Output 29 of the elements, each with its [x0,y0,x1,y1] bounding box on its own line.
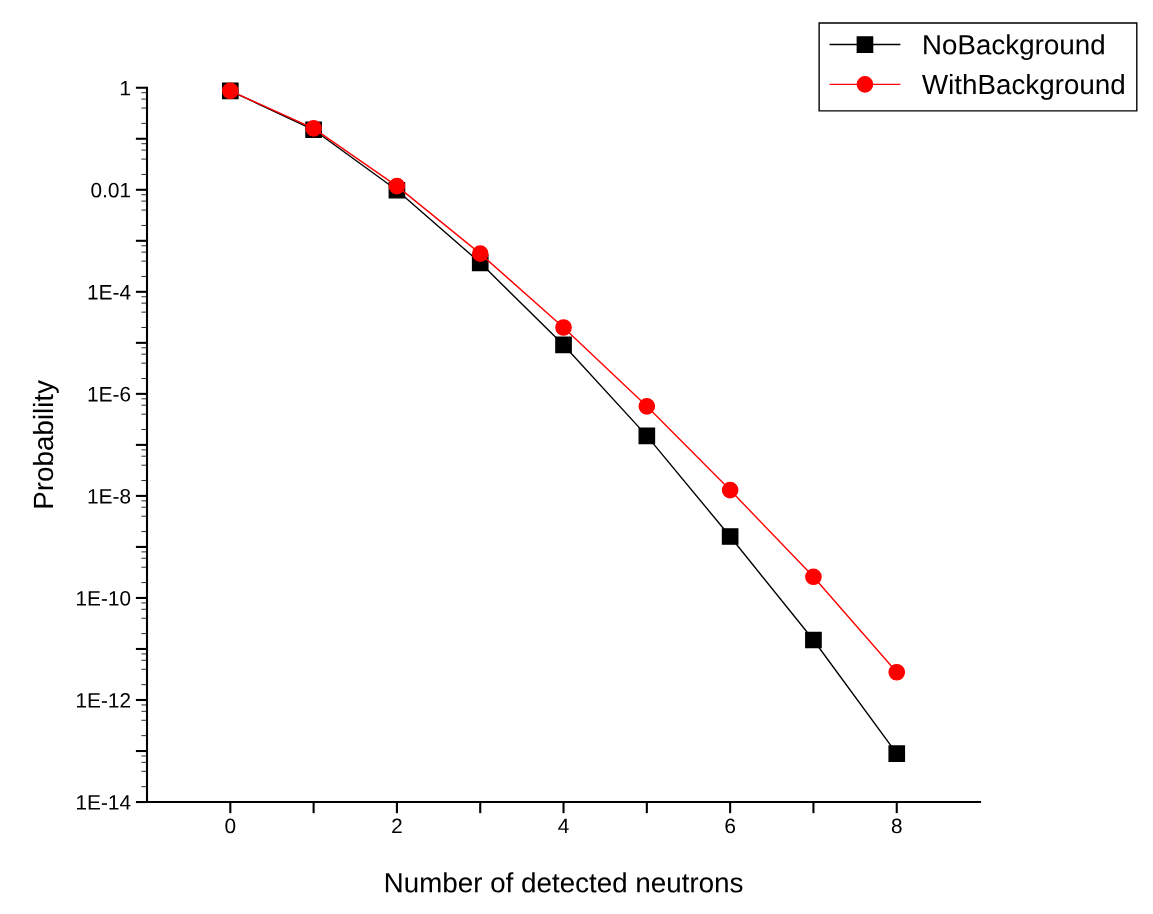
x-tick-label: 0 [225,818,236,834]
point [721,481,739,499]
point [638,397,656,415]
point [888,745,906,762]
point [471,245,489,262]
y-tick-label: 1E-8 [88,488,131,504]
point [888,663,906,681]
x-axis-title: Number of detected neutrons [385,872,743,893]
point [638,427,656,445]
point [555,336,572,354]
point [555,319,572,336]
y-tick-label: 1E-14 [77,795,131,810]
y-axis-title: Probability [32,380,59,508]
point [805,631,822,649]
legend-label: WithBackground [922,73,1124,100]
x-tick-label: 4 [558,818,569,834]
y-tick-label: 1E-10 [77,590,131,606]
y-tick-label: 1E-6 [88,386,131,402]
y-tick-label: 1E-12 [77,692,130,708]
point [721,528,739,545]
y-tick-label: 1 [121,80,131,96]
x-tick-label: 6 [725,818,736,834]
point [388,177,406,195]
y-tick-label: 1E-4 [88,285,131,300]
y-tick-label: 0.01 [91,182,131,198]
point [805,568,822,586]
x-tick-label: 2 [392,818,402,834]
legend-label: NoBackground [924,34,1104,61]
x-tick-label: 8 [891,818,902,834]
